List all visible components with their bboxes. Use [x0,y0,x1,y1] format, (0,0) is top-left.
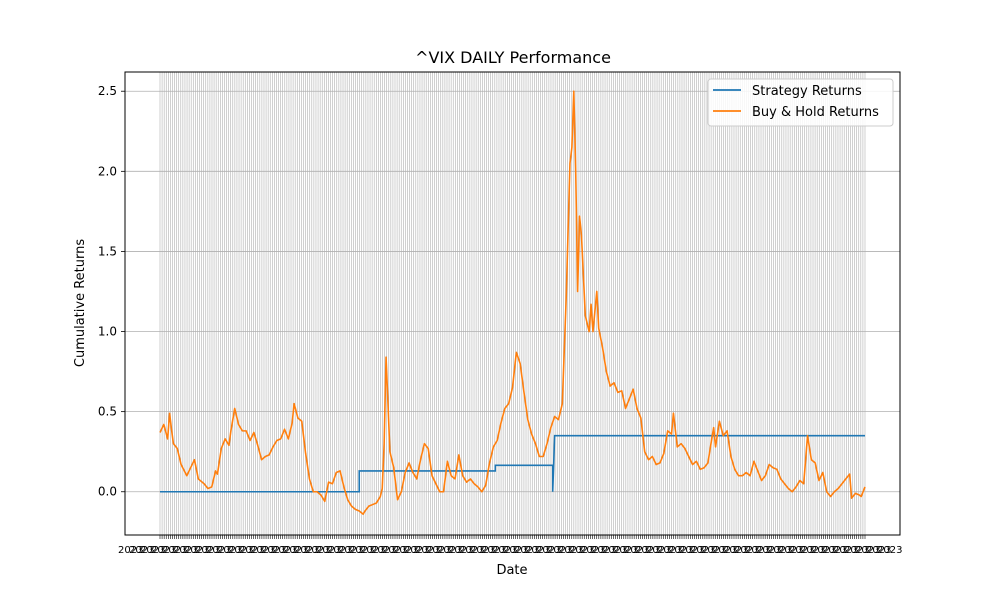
x-tick-label: 2023 [173,545,198,556]
x-tick-labels: 2023202320232023202320232023202320232023… [118,545,902,556]
x-tick-label: 2023 [624,545,649,556]
x-tick-label: 2023 [800,545,825,556]
x-tick-label: 2023 [360,545,385,556]
x-tick-label: 2023 [140,545,165,556]
x-tick-label: 2023 [756,545,781,556]
x-tick-label: 2023 [569,545,594,556]
x-tick-label: 2023 [459,545,484,556]
x-tick-label: 2023 [745,545,770,556]
x-tick-label: 2023 [723,545,748,556]
x-tick-label: 2023 [712,545,737,556]
x-tick-label: 2023 [327,545,352,556]
x-tick-label: 2023 [536,545,561,556]
x-tick-label: 2023 [613,545,638,556]
y-tick-label: 1.0 [98,325,117,339]
x-tick-label: 2023 [217,545,242,556]
x-tick-label: 2023 [129,545,154,556]
x-tick-label: 2023 [866,545,891,556]
y-tick-label: 0.0 [98,485,117,499]
x-tick-label: 2023 [481,545,506,556]
legend-label-strategy: Strategy Returns [752,84,862,99]
y-tick-label: 1.5 [98,244,117,258]
x-tick-label: 2023 [261,545,286,556]
x-tick-label: 2023 [635,545,660,556]
x-tick-label: 2023 [283,545,308,556]
x-tick-label: 2023 [503,545,528,556]
x-tick-label: 2023 [789,545,814,556]
x-tick-label: 2023 [844,545,869,556]
y-ticks: 0.0 0.5 1.0 1.5 2.0 2.5 [98,84,125,499]
x-tick-label: 2023 [470,545,495,556]
x-tick-label: 2023 [195,545,220,556]
x-tick-label: 2023 [525,545,550,556]
x-tick-label: 2023 [547,545,572,556]
y-tick-label: 2.5 [98,84,117,98]
plot-area-frame [124,71,901,536]
x-tick-label: 2023 [822,545,847,556]
x-tick-label: 2023 [646,545,671,556]
x-tick-label: 2023 [184,545,209,556]
y-tick-label: 2.0 [98,164,117,178]
x-tick-label: 2023 [393,545,418,556]
x-tick-label: 2023 [734,545,759,556]
x-tick-label: 2023 [448,545,473,556]
x-tick-label: 2023 [558,545,583,556]
x-tick-label: 2023 [679,545,704,556]
x-tick-label: 2023 [294,545,319,556]
y-tick-label: 0.5 [98,405,117,419]
x-tick-label: 2023 [668,545,693,556]
series-lines [159,90,866,515]
series-line-buyhold [159,90,866,515]
y-axis-label: Cumulative Returns [73,239,88,367]
x-tick-label: 2023 [426,545,451,556]
x-tick-label: 2023 [338,545,363,556]
x-tick-label: 2023 [701,545,726,556]
x-tick-label: 2023 [272,545,297,556]
x-tick-label: 2023 [690,545,715,556]
x-tick-label: 2023 [118,545,143,556]
x-tick-label: 2023 [151,545,176,556]
series-line-strategy [160,434,865,493]
x-tick-label: 2023 [162,545,187,556]
gridlines [125,72,900,535]
x-tick-label: 2023 [206,545,231,556]
legend: Strategy Returns Buy & Hold Returns [707,78,894,127]
x-tick-label: 2023 [602,545,627,556]
x-tick-label: 2023 [855,545,880,556]
x-tick-label: 2023 [657,545,682,556]
x-tick-label: 2023 [404,545,429,556]
legend-label-buyhold: Buy & Hold Returns [752,105,879,120]
x-tick-label: 2023 [767,545,792,556]
x-tick-label: 2023 [382,545,407,556]
x-tick-label: 2023 [228,545,253,556]
x-tick-label: 2023 [778,545,803,556]
x-ticks [159,535,866,539]
x-tick-label: 2023 [371,545,396,556]
x-tick-label: 2023 [305,545,330,556]
x-tick-label: 2023 [833,545,858,556]
chart-title: ^VIX DAILY Performance [415,48,611,67]
x-tick-label: 2023 [239,545,264,556]
x-tick-label: 2023 [811,545,836,556]
x-tick-label: 2023 [591,545,616,556]
x-tick-label: 2023 [580,545,605,556]
x-tick-label: 2023 [492,545,517,556]
x-tick-label: 2023 [877,545,902,556]
x-tick-label: 2023 [437,545,462,556]
x-tick-label: 2023 [250,545,275,556]
x-tick-label: 2023 [349,545,374,556]
x-tick-label: 2023 [415,545,440,556]
legend-box [707,78,894,127]
x-tick-label: 2023 [316,545,341,556]
x-axis-label: Date [496,563,527,578]
x-tick-label: 2023 [514,545,539,556]
